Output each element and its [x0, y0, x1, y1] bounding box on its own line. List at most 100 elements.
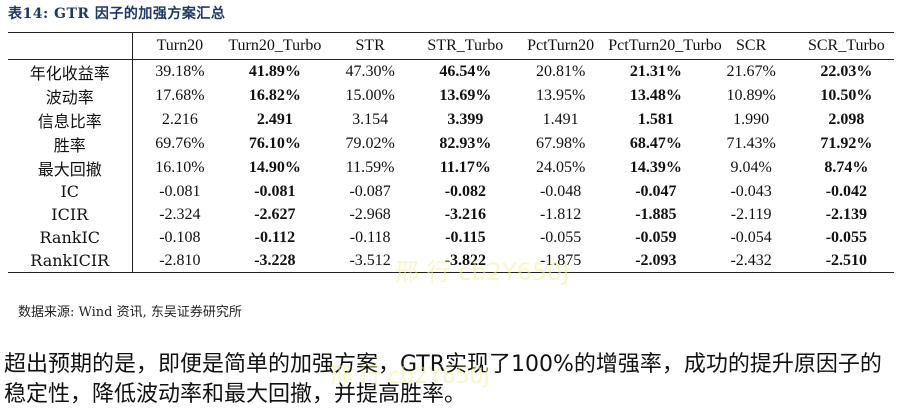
row-label: RankICIR	[8, 249, 133, 273]
table-cell: -0.043	[730, 182, 772, 200]
table-cell: 20.81%	[535, 63, 586, 80]
table-cell: 14.90%	[248, 159, 301, 176]
table-cell: -0.081	[159, 182, 201, 200]
table-cell: 15.00%	[345, 87, 395, 104]
table-cell: -0.112	[254, 228, 296, 246]
row-label: IC	[8, 180, 133, 203]
table-cell: -0.054	[730, 228, 772, 246]
table-cell: 2.098	[828, 111, 865, 128]
table-cell: 39.18%	[155, 63, 205, 80]
data-source-note: 数据来源: Wind 资讯, 东吴证券研究所	[18, 305, 242, 320]
table-cell: -2.968	[349, 205, 391, 223]
table-cell: 13.48%	[629, 87, 682, 104]
table-cell: 13.95%	[535, 87, 586, 104]
table-cell: -3.228	[254, 251, 296, 269]
table-cell: 67.98%	[535, 135, 586, 152]
table-row: ICIR -2.324 -2.627 -2.968 -3.216 -1.812 -1.885…	[8, 203, 894, 226]
table-cell: 17.68%	[155, 87, 205, 104]
table-cell: -0.087	[349, 182, 391, 200]
table-cell: 2.216	[161, 111, 198, 128]
table-cell: -0.118	[349, 228, 391, 246]
table-cell: 68.47%	[629, 135, 682, 152]
table-cell: 8.74%	[824, 159, 869, 176]
column-header: Turn20_Turbo	[228, 37, 322, 54]
table-cell: 69.76%	[155, 135, 205, 152]
table-cell: 1.581	[637, 111, 674, 128]
table-cell: -2.510	[825, 251, 868, 269]
corner-cell	[8, 32, 133, 60]
column-header: SCR_Turbo	[807, 37, 885, 54]
table-caption: 表14: GTR 因子的加强方案汇总	[8, 6, 226, 22]
table-cell: 71.92%	[820, 135, 873, 152]
table-cell: 22.03%	[820, 63, 873, 80]
column-header: PctTurn20	[527, 37, 595, 54]
table-cell: -2.324	[159, 205, 201, 223]
table-cell: 41.89%	[248, 63, 301, 80]
table-cell: -3.512	[349, 251, 391, 269]
summary-paragraph: 超出预期的是，即便是简单的加强方案，GTR实现了100%的增强率，成功的提升原因…	[4, 352, 882, 407]
table-cell: 3.154	[352, 111, 389, 128]
table-cell: -0.055	[539, 228, 582, 246]
table-cell: -0.108	[159, 228, 201, 246]
table-cell: 11.17%	[439, 159, 491, 176]
table-cell: 16.10%	[155, 159, 205, 176]
row-label: 年化收益率	[8, 59, 133, 84]
column-header: SCR	[736, 37, 767, 54]
column-header: STR_Turbo	[427, 37, 504, 54]
table-cell: -0.042	[825, 182, 868, 200]
table-cell: -2.093	[635, 251, 677, 269]
table-cell: -2.810	[159, 251, 201, 269]
table-cell: -2.139	[825, 205, 868, 223]
table-cell: 1.990	[733, 111, 770, 128]
table-cell: 82.93%	[439, 135, 492, 152]
table-cell: 71.43%	[726, 135, 776, 152]
table-cell: 9.04%	[730, 159, 772, 176]
table-row: 信息比率 2.216 2.491 3.154 3.399 1.491 1.581 1.990 2…	[8, 108, 894, 132]
row-label: ICIR	[8, 203, 133, 226]
row-label: 最大回撤	[8, 156, 133, 180]
row-label: 信息比率	[8, 108, 133, 132]
table-cell: -1.812	[539, 205, 582, 223]
table-cell: -3.216	[444, 205, 487, 223]
table-cell: 21.67%	[726, 63, 776, 80]
table-row: 最大回撤 16.10% 14.90% 11.59% 11.17% 24.05% 14.39%…	[8, 156, 894, 180]
column-header: Turn20	[156, 37, 204, 54]
table-header-row: Turn20 Turn20_Turbo STR STR_Turbo PctTurn20 P…	[8, 32, 894, 60]
table-row: 胜率 69.76% 76.10% 79.02% 82.93% 67.98% 68.47% 71…	[8, 132, 894, 156]
table-cell: 10.89%	[726, 87, 776, 104]
table-row: RankIC -0.108 -0.112 -0.118 -0.115 -0.055 -0.0…	[8, 226, 894, 249]
row-label: RankIC	[8, 226, 133, 249]
table-cell: 11.59%	[345, 159, 395, 176]
table-cell: 76.10%	[248, 135, 301, 152]
table-cell: -1.875	[539, 251, 582, 269]
row-label: 波动率	[8, 84, 133, 108]
table-cell: -0.082	[444, 182, 487, 200]
table-cell: 16.82%	[248, 87, 301, 104]
table-cell: 79.02%	[345, 135, 395, 152]
table-cell: -3.822	[444, 251, 487, 269]
column-header: STR	[355, 37, 385, 54]
table-row: 波动率 17.68% 16.82% 15.00% 13.69% 13.95% 13.48% 1…	[8, 84, 894, 108]
table-cell: 24.05%	[535, 159, 586, 176]
table-cell: -1.885	[635, 205, 677, 223]
table-cell: -0.115	[445, 228, 486, 246]
gtr-table-container: Turn20 Turn20_Turbo STR STR_Turbo PctTurn20 P…	[8, 32, 894, 273]
table-cell: 21.31%	[629, 63, 682, 80]
table-cell: -2.119	[730, 205, 772, 223]
row-label: 胜率	[8, 132, 133, 156]
table-row: 年化收益率 39.18% 41.89% 47.30% 46.54% 20.81% 21.31…	[8, 59, 894, 84]
table-cell: 46.54%	[439, 63, 492, 80]
table-body: 年化收益率 39.18% 41.89% 47.30% 46.54% 20.81% 21.31…	[8, 59, 894, 273]
table-cell: 10.50%	[820, 87, 873, 104]
table-cell: -0.047	[635, 182, 677, 200]
table-cell: -0.055	[825, 228, 868, 246]
table-cell: 14.39%	[629, 159, 682, 176]
table-cell: 13.69%	[439, 87, 492, 104]
table-row: RankICIR -2.810 -3.228 -3.512 -3.822 -1.875 -2…	[8, 249, 894, 273]
table-cell: 3.399	[447, 111, 484, 128]
table-cell: -0.048	[539, 182, 582, 200]
table-cell: 1.491	[542, 111, 579, 128]
table-cell: -0.059	[635, 228, 677, 246]
table-row: IC -0.081 -0.081 -0.087 -0.082 -0.048 -0.047 -0…	[8, 180, 894, 203]
table-cell: -2.432	[730, 251, 772, 269]
